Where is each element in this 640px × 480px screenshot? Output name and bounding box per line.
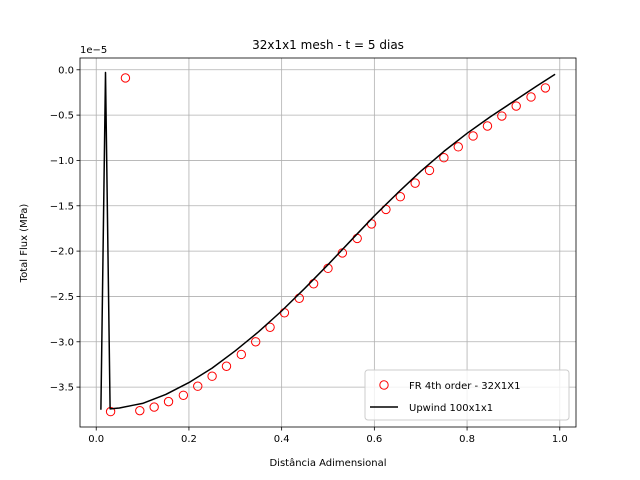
legend-marker-fr bbox=[379, 380, 389, 390]
grid bbox=[80, 58, 576, 427]
x-tick-label: 0.6 bbox=[366, 434, 382, 445]
chart-title: 32x1x1 mesh - t = 5 dias bbox=[252, 38, 404, 52]
data-point-fr bbox=[439, 153, 449, 163]
y-tick-label: −3.5 bbox=[50, 383, 74, 394]
y-tick-label: −0.5 bbox=[50, 111, 74, 122]
y-tick-label: −2.0 bbox=[50, 247, 74, 258]
x-tick-label: 0.4 bbox=[274, 434, 290, 445]
y-tick-label: 0.0 bbox=[58, 65, 74, 76]
data-point-fr bbox=[540, 83, 551, 93]
data-point-fr bbox=[265, 322, 275, 332]
data-point-fr bbox=[236, 349, 247, 360]
data-point-fr bbox=[193, 381, 203, 391]
series-layer bbox=[100, 71, 556, 417]
y-offset-label: 1e−5 bbox=[80, 45, 107, 56]
data-point-fr bbox=[221, 361, 232, 371]
series-line-upwind bbox=[100, 71, 556, 410]
data-point-fr bbox=[207, 371, 217, 381]
y-axis-label: Total Flux (MPa) bbox=[19, 204, 30, 284]
data-point-fr bbox=[250, 337, 261, 347]
legend-box bbox=[364, 369, 570, 421]
legend-label-upwind: Upwind 100x1x1 bbox=[409, 403, 493, 414]
data-point-fr bbox=[178, 390, 189, 400]
x-tick-label: 0.8 bbox=[459, 434, 475, 445]
data-point-fr bbox=[497, 111, 507, 121]
x-tick-label: 1.0 bbox=[552, 434, 568, 445]
data-point-fr bbox=[526, 92, 536, 102]
x-tick-label: 0.2 bbox=[181, 434, 197, 445]
data-point-fr bbox=[149, 402, 159, 412]
data-point-fr bbox=[482, 121, 493, 131]
plot-frame bbox=[79, 57, 577, 428]
x-tick-label: 0.0 bbox=[88, 434, 104, 445]
x-axis-label: Distância Adimensional bbox=[269, 457, 386, 469]
data-point-fr bbox=[135, 405, 145, 416]
data-point-fr bbox=[424, 165, 435, 176]
data-point-fr bbox=[395, 192, 406, 202]
data-point-fr bbox=[511, 101, 521, 111]
data-point-fr bbox=[410, 178, 420, 188]
data-point-fr bbox=[120, 73, 131, 83]
legend-label-fr: FR 4th order - 32X1X1 bbox=[409, 381, 520, 392]
axis-ticks: 0.0 0.2 0.4 0.6 0.8 1.0 0.0 −0.5 −1.0 −1.5 −2.0 −2.… bbox=[50, 65, 568, 445]
y-tick-label: −3.0 bbox=[50, 337, 74, 348]
legend: FR 4th order - 32X1X1 Upwind 100x1x1 bbox=[364, 369, 570, 421]
data-point-fr bbox=[453, 142, 463, 152]
y-tick-label: −2.5 bbox=[50, 292, 74, 303]
y-tick-label: −1.0 bbox=[50, 156, 74, 167]
data-point-fr bbox=[163, 396, 174, 407]
data-point-fr bbox=[468, 131, 478, 141]
y-tick-label: −1.5 bbox=[50, 201, 74, 212]
